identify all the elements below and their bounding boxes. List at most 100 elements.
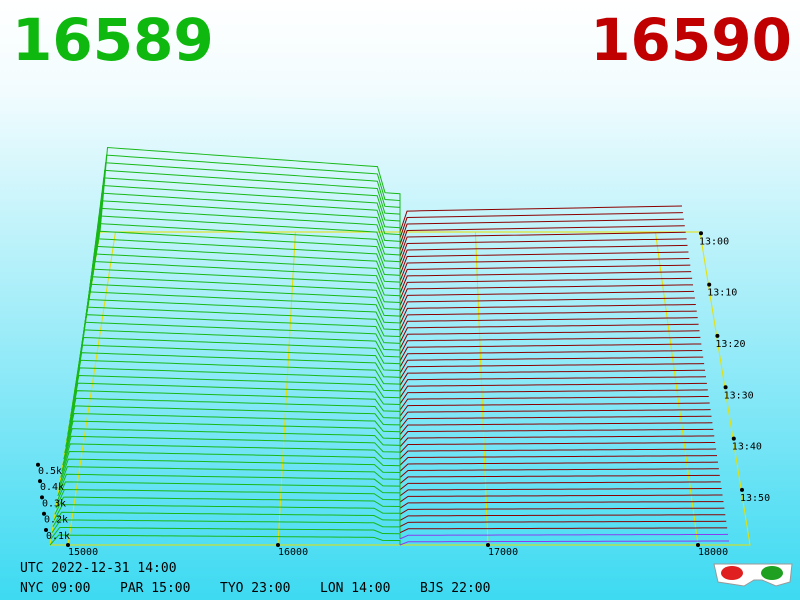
bid-slice — [61, 443, 401, 472]
ask-slice — [399, 336, 701, 355]
ask-slice — [399, 251, 689, 276]
price-tick-label: 18000 — [698, 547, 728, 558]
grid-line — [654, 231, 699, 546]
ask-slice — [399, 238, 687, 263]
bid-slice — [91, 207, 401, 282]
tick-dot — [44, 528, 48, 532]
bid-slice — [86, 245, 401, 312]
ask-slice — [399, 422, 713, 435]
tick-dot — [723, 385, 728, 390]
bid-slice — [54, 496, 401, 515]
ask-price: 16590 — [590, 6, 792, 74]
bid-slice — [74, 336, 401, 386]
bid-slice — [70, 374, 401, 417]
ask-slice — [399, 264, 691, 288]
bid-slice — [97, 162, 401, 245]
ask-slice — [399, 218, 684, 245]
time-tick-label: 13:50 — [740, 493, 770, 504]
bid-slice — [64, 420, 401, 454]
city-times: NYC 09:00 PAR 15:00 TYO 23:00 LON 14:00 BJS … — [20, 581, 490, 596]
ask-slice — [399, 382, 707, 398]
city-time: NYC 09:00 — [20, 581, 90, 596]
ask-slice — [399, 395, 709, 411]
ask-slice — [399, 514, 726, 521]
bid-slice — [98, 154, 401, 239]
bid-slice — [53, 504, 401, 521]
tick-dot — [38, 479, 42, 484]
ask-slice — [399, 540, 730, 546]
bid-slice — [55, 488, 401, 509]
ask-slice — [399, 356, 704, 374]
ask-slice — [399, 481, 721, 491]
ask-slice — [399, 376, 706, 392]
price-tick-label: 16000 — [278, 547, 308, 558]
ask-slice — [399, 244, 688, 270]
labels: 15000 16000 17000 18000 0.1k 0.2k 0.3k 0.4k 0.5k… — [36, 231, 770, 558]
tick-dot — [485, 543, 490, 547]
bid-slice — [72, 359, 401, 404]
bid-slice — [82, 276, 401, 337]
city-time: PAR 15:00 — [120, 581, 190, 596]
bid-slice — [85, 253, 401, 318]
bid-slice — [73, 352, 401, 398]
bid-slice — [84, 260, 401, 325]
3d-glasses-icon — [713, 563, 793, 587]
bid-slice — [49, 534, 401, 546]
ask-slice — [399, 468, 719, 478]
ask-slice — [399, 415, 712, 429]
ask-slice — [399, 231, 686, 257]
ask-slice — [399, 455, 718, 466]
tick-dot — [740, 487, 744, 492]
ask-slice — [399, 533, 729, 540]
ask-slice — [399, 494, 723, 503]
tick-dot — [40, 495, 44, 500]
ask-slice — [399, 317, 698, 337]
bid-slice — [68, 390, 401, 429]
tick-dot — [275, 543, 280, 547]
utc-time: UTC 2022-12-31 14:00 — [20, 561, 177, 576]
ask-slice — [399, 501, 724, 509]
bid-slice — [74, 344, 401, 392]
ask-slice — [399, 277, 693, 300]
bid-slice — [59, 458, 401, 484]
ask-slice — [399, 409, 711, 423]
ask-slice — [399, 507, 725, 515]
bid-slice — [50, 526, 401, 540]
tick-dot — [36, 462, 40, 467]
bid-slice — [93, 192, 401, 269]
city-time: BJS 22:00 — [420, 581, 490, 596]
tick-dot — [65, 543, 70, 547]
tick-dot — [42, 511, 46, 516]
bid-slice — [87, 238, 401, 306]
ask-slice — [399, 225, 685, 251]
ask-slice — [399, 323, 699, 343]
ask-slice — [399, 520, 727, 528]
ask-slice — [399, 304, 696, 325]
city-time: TYO 23:00 — [220, 581, 290, 596]
ask-slice — [399, 487, 722, 497]
depth-tick-label: 0.4k — [40, 482, 64, 493]
bid-slice — [69, 382, 401, 423]
ask-slice — [399, 284, 694, 306]
bid-slice — [77, 314, 401, 368]
bid-slice — [58, 466, 401, 490]
bid-slice — [79, 298, 401, 355]
depth-tick-label: 0.2k — [44, 515, 68, 526]
price-tick-label: 17000 — [488, 547, 518, 558]
bid-slice — [60, 450, 401, 478]
ask-slice — [399, 310, 697, 331]
ask-slice — [399, 448, 717, 460]
bid-slice — [51, 519, 401, 534]
bid-slice — [92, 200, 401, 276]
bid-slice — [90, 215, 401, 288]
time-tick-label: 13:10 — [707, 288, 737, 299]
city-time: LON 14:00 — [320, 581, 390, 596]
bid-slice — [83, 268, 401, 331]
ask-slice — [399, 435, 715, 448]
bid-slice — [80, 291, 401, 349]
bid-slice — [56, 481, 401, 503]
ask-slice — [399, 330, 700, 349]
time-tick-label: 13:00 — [699, 236, 729, 247]
ask-slice — [399, 271, 692, 294]
ask-slice — [399, 205, 683, 233]
